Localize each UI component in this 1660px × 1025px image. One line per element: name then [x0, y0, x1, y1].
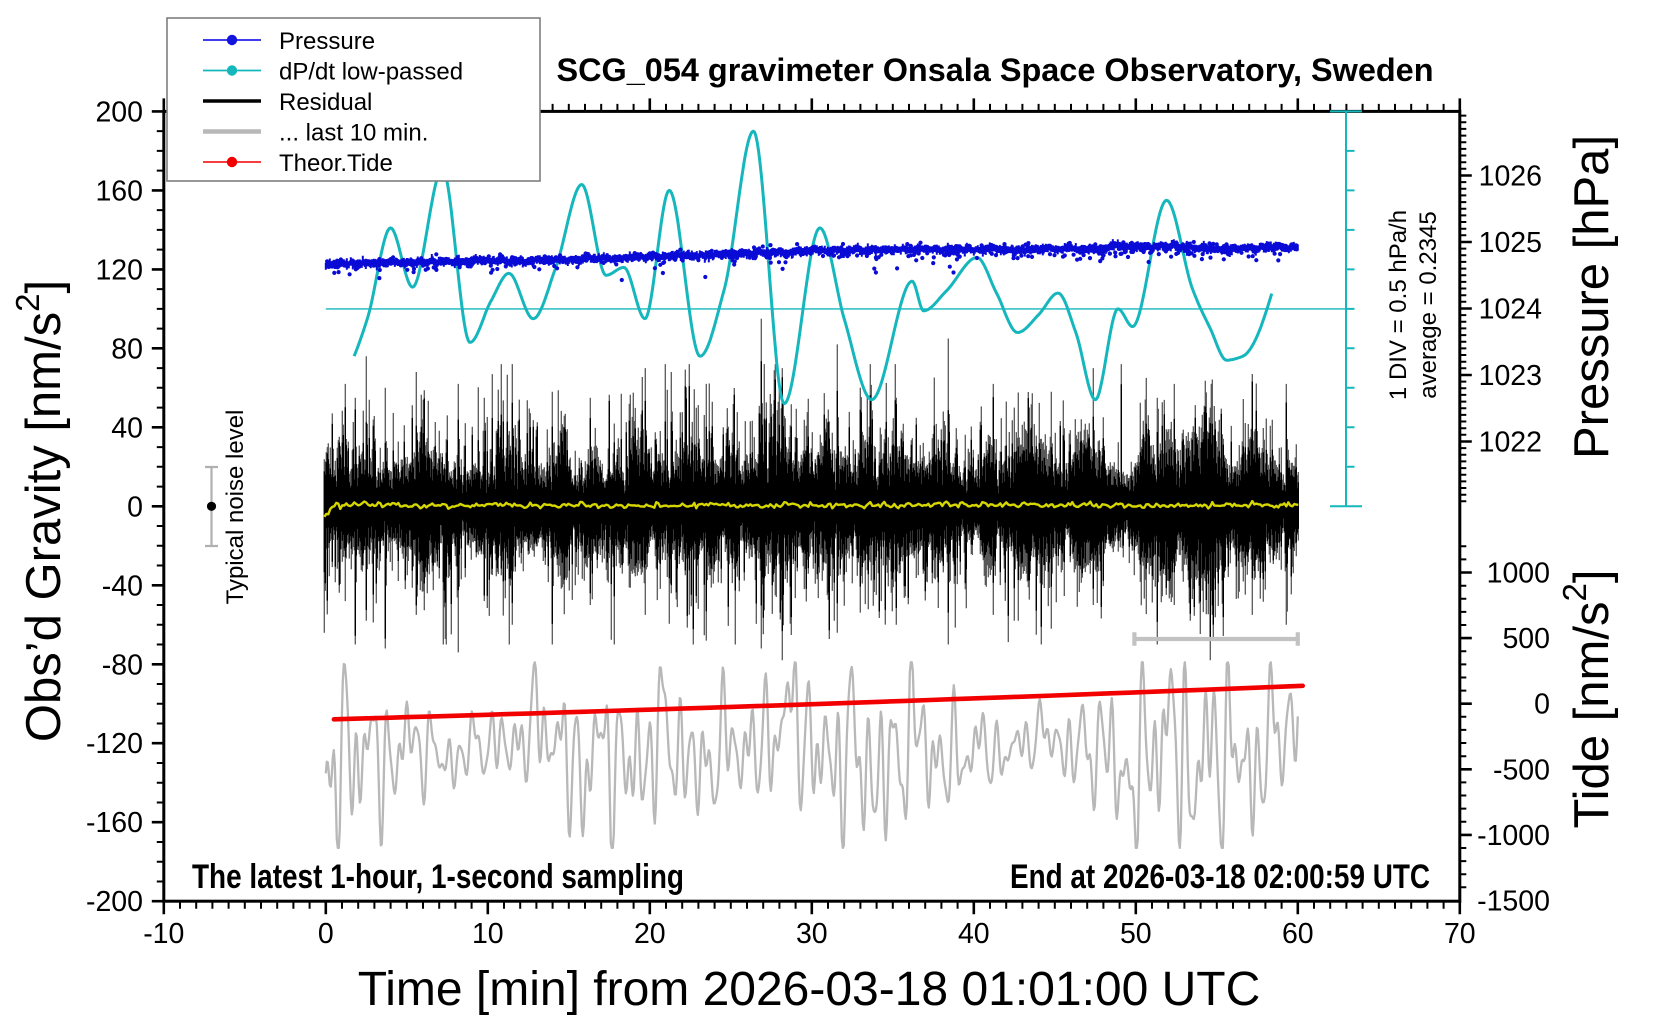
svg-text:-1500: -1500 [1477, 885, 1550, 917]
svg-text:Residual: Residual [279, 89, 372, 116]
svg-text:... last 10 min.: ... last 10 min. [279, 120, 428, 147]
svg-text:30: 30 [796, 918, 828, 950]
svg-text:500: 500 [1502, 623, 1550, 655]
svg-text:40: 40 [111, 412, 143, 444]
svg-text:1026: 1026 [1479, 161, 1542, 193]
svg-text:120: 120 [95, 254, 143, 286]
svg-text:0: 0 [1534, 689, 1550, 721]
svg-text:40: 40 [958, 918, 990, 950]
svg-text:Pressure [hPa]: Pressure [hPa] [1565, 135, 1619, 459]
svg-text:-500: -500 [1493, 754, 1550, 786]
svg-text:Pressure: Pressure [279, 28, 375, 55]
svg-text:160: 160 [95, 175, 143, 207]
svg-text:0: 0 [127, 491, 143, 523]
svg-text:Obs’d Gravity [nm/s2]: Obs’d Gravity [nm/s2] [9, 280, 71, 742]
svg-text:70: 70 [1444, 918, 1476, 950]
svg-text:1000: 1000 [1487, 558, 1550, 590]
svg-text:0: 0 [318, 918, 334, 950]
svg-text:Time [min] from 2026-03-18 01:: Time [min] from 2026-03-18 01:01:00 UTC [358, 963, 1261, 1016]
svg-text:average = 0.2345: average = 0.2345 [1415, 211, 1442, 399]
svg-text:Theor.Tide: Theor.Tide [279, 150, 393, 177]
svg-text:80: 80 [111, 333, 143, 365]
svg-text:1025: 1025 [1479, 227, 1542, 259]
svg-text:60: 60 [1282, 918, 1314, 950]
svg-text:-40: -40 [102, 570, 143, 602]
svg-text:-200: -200 [86, 886, 143, 918]
svg-text:End at 2026-03-18 02:00:59 UTC: End at 2026-03-18 02:00:59 UTC [1010, 858, 1430, 896]
svg-text:10: 10 [472, 918, 504, 950]
svg-text:50: 50 [1120, 918, 1152, 950]
svg-text:1 DIV = 0.5 hPa/h: 1 DIV = 0.5 hPa/h [1385, 210, 1412, 400]
svg-text:1023: 1023 [1479, 360, 1542, 392]
svg-text:Typical noise level: Typical noise level [222, 410, 249, 605]
svg-text:-10: -10 [143, 918, 184, 950]
svg-text:-80: -80 [102, 649, 143, 681]
svg-text:dP/dt low-passed: dP/dt low-passed [279, 59, 463, 86]
svg-text:Tide [nm/s2]: Tide [nm/s2] [1556, 570, 1619, 829]
svg-text:The latest 1-hour, 1-second sa: The latest 1-hour, 1-second sampling [192, 858, 684, 896]
svg-text:1022: 1022 [1479, 427, 1542, 459]
svg-text:200: 200 [95, 96, 143, 128]
svg-text:1024: 1024 [1479, 294, 1543, 326]
svg-text:20: 20 [634, 918, 666, 950]
svg-text:-160: -160 [86, 807, 143, 839]
svg-text:-1000: -1000 [1477, 820, 1550, 852]
svg-text:-120: -120 [86, 728, 143, 760]
svg-text:SCG_054 gravimeter Onsala Spac: SCG_054 gravimeter Onsala Space Observat… [557, 52, 1434, 88]
